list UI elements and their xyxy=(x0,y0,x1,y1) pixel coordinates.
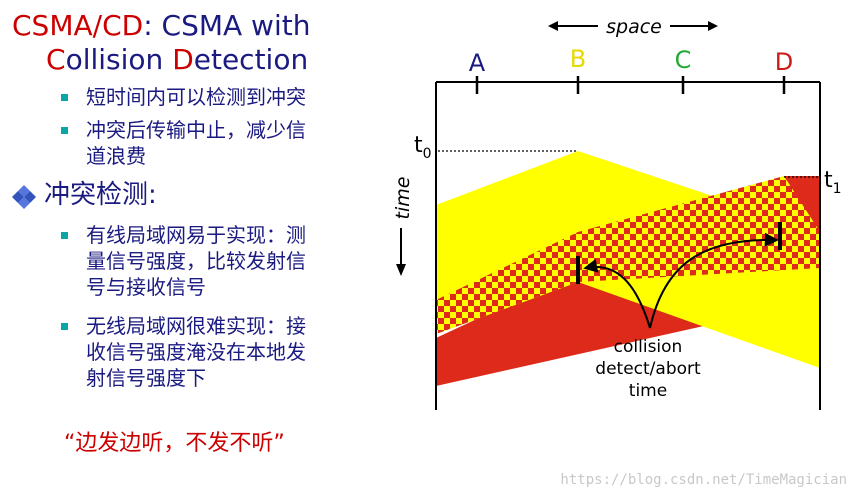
bullet-square-icon xyxy=(61,323,68,330)
bullet-4-line-3: 射信号强度下 xyxy=(86,366,206,390)
bullet-3: 有线局域网易于实现：测 量信号强度，比较发射信 号与接收信号 xyxy=(86,222,306,300)
title-csma-with: : CSMA with xyxy=(143,9,311,42)
time-arrow xyxy=(396,228,406,276)
slide-title-line2: Collision Detection xyxy=(46,43,308,77)
bullet-3-line-3: 号与接收信号 xyxy=(86,275,206,299)
caption-line-2: detect/abort xyxy=(595,359,701,379)
bullet-3-line-2: 量信号强度，比较发射信 xyxy=(86,249,306,273)
time-label: time xyxy=(392,177,414,220)
watermark-text: https://blog.csdn.net/TimeMagician xyxy=(560,472,847,488)
bullet-4: 无线局域网很难实现：接 收信号强度淹没在本地发 射信号强度下 xyxy=(86,313,306,391)
bullet-4-line-1: 无线局域网很难实现：接 xyxy=(86,314,306,338)
quote-text: “边发边听，不发不听” xyxy=(64,431,285,456)
signal-regions xyxy=(436,151,820,386)
bullet-square-icon xyxy=(61,127,68,134)
station-b-label: B xyxy=(570,45,586,73)
arrow-to-d-collision xyxy=(649,232,779,329)
bullet-2-line-2: 道浪费 xyxy=(86,144,146,168)
collision-overlap-right xyxy=(578,176,820,282)
bullet-square-icon xyxy=(61,232,68,239)
bullet-4-line-2: 收信号强度淹没在本地发 xyxy=(86,340,306,364)
title-etection: etection xyxy=(193,43,309,76)
station-c-label: C xyxy=(675,46,692,74)
t1-label: t1 xyxy=(824,168,842,197)
bullet-1: 短时间内可以检测到冲突 xyxy=(86,84,306,110)
bullet-1-line: 短时间内可以检测到冲突 xyxy=(86,85,306,109)
bullet-2-line-1: 冲突后传输中止，减少信 xyxy=(86,118,306,142)
bullet-3-line-1: 有线局域网易于实现：测 xyxy=(86,223,306,247)
t0-label: t0 xyxy=(414,133,432,162)
slide-title-line1: CSMA/CD: CSMA with xyxy=(12,9,310,43)
space-arrow xyxy=(548,21,718,31)
diagram-frame xyxy=(435,76,821,410)
title-ollision: ollision xyxy=(65,43,173,76)
title-csmacd: CSMA/CD xyxy=(12,9,144,42)
space-label: space xyxy=(606,16,662,38)
bullet-2: 冲突后传输中止，减少信 道浪费 xyxy=(86,117,306,169)
station-d-label: D xyxy=(775,48,793,76)
arrow-to-b-collision xyxy=(583,258,651,329)
bullet-square-icon xyxy=(61,94,68,101)
title-letter-d: D xyxy=(172,43,194,76)
title-letter-c: C xyxy=(46,43,66,76)
caption-line-3: time xyxy=(629,381,667,401)
diamond-bullet-icon xyxy=(12,185,36,209)
section-heading: 冲突检测: xyxy=(44,180,157,210)
caption-line-1: collision xyxy=(614,337,683,357)
station-a-label: A xyxy=(469,49,486,77)
collision-overlap-left xyxy=(436,232,578,334)
